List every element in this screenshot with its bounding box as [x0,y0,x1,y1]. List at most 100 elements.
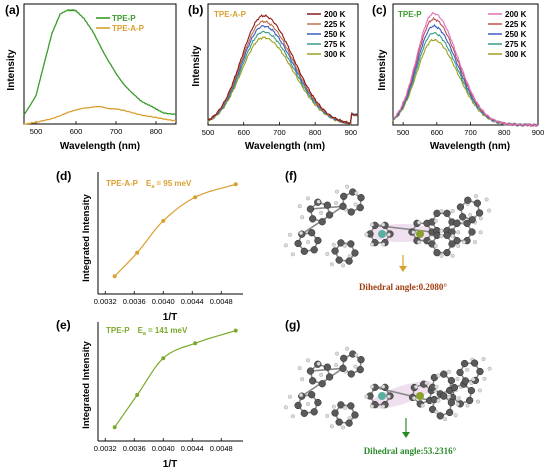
carbon-atom [346,420,353,427]
panel-b-xtick-label: 600 [237,128,250,137]
hydrogen-atom [417,221,421,225]
carbon-atom [457,204,464,211]
panel-d-plot [113,182,238,278]
hydrogen-atom [468,213,472,217]
hydrogen-atom [381,243,385,247]
dihedral-caption-f: Dihedral angle:0.2080° [359,282,447,292]
hydrogen-atom [354,203,358,207]
panel-a-legend: TPE-P TPE-A-P [96,14,145,33]
carbon-atom [434,210,441,217]
hydrogen-atom [298,204,302,208]
hydrogen-atom [381,223,385,227]
panel-c-xtick-label: 600 [431,128,444,137]
carbon-atom [347,240,354,247]
hydrogen-atom [381,385,385,389]
hydrogen-atom [348,416,352,420]
hydrogen-atom [330,425,334,429]
carbon-atom [340,193,347,200]
carbon-atom [434,249,441,256]
carbon-atom [309,377,316,384]
carbon-atom [457,369,464,376]
dihedral-caption-g: Dihedral angle:53.2316° [364,446,457,456]
carbon-atom [301,410,308,417]
legend-label: 300 K [505,50,527,59]
series-line-tpe-a-p [24,106,176,124]
hydrogen-atom [317,362,321,366]
panel-c-xtick-label: 500 [397,128,410,137]
hydrogen-atom [365,233,369,237]
panel-b-label: (b) [188,3,203,17]
panel-d-label: (d) [56,169,71,183]
panel-c-label: (c) [372,3,387,17]
carbon-atom [444,210,451,217]
carbon-atom [358,194,365,201]
hydrogen-atom [319,211,323,215]
arrow-head-f [399,266,407,272]
panel-e-xtick-label: 0.0036 [123,444,146,453]
carbon-atom [454,220,461,227]
panel-d-data-point [234,182,238,186]
carbon-atom [340,365,347,372]
carbon-atom [462,377,469,384]
hydrogen-atom [332,243,336,247]
panel-d-xlabel: 1/T [163,312,177,323]
panel-c-xtick-label: 800 [498,128,511,137]
carbon-atom [448,377,455,384]
hydrogen-atom [443,417,447,421]
hydrogen-atom [299,231,303,235]
hydrogen-atom [299,393,303,397]
hydrogen-atom [332,405,336,409]
legend-label: 300 K [324,50,346,59]
panel-e-fit-curve [115,331,236,428]
panel-e-ylabel: Integrated Intensity [81,340,92,428]
panel-a-xtick-label: 800 [150,127,163,136]
panel-f-label: (f) [285,169,297,183]
panel-b-xtick-label: 800 [309,128,322,137]
carbon-atom [348,371,355,378]
carbon-atom [357,204,364,211]
panel-d-data-point [161,219,165,223]
hydrogen-atom [354,365,358,369]
carbon-atom [444,232,451,239]
hydrogen-atom [370,405,374,409]
carbon-atom [332,248,339,255]
carbon-atom [440,371,447,378]
hydrogen-atom [447,395,451,399]
panel-d-xtick-label: 0.0036 [123,297,146,306]
carbon-atom [309,215,316,222]
carbon-atom [319,380,326,387]
panel-f: (f) Dihedral angle:0.2080° [284,169,491,292]
carbon-atom [314,399,321,406]
panel-b-ylabel: Intensity [191,45,202,87]
hydrogen-atom [417,240,421,244]
carbon-atom [352,250,359,257]
hydrogen-atom [370,243,374,247]
hydrogen-atom [317,200,321,204]
hydrogen-atom [487,209,491,213]
carbon-atom [440,393,447,400]
carbon-atom [340,355,347,362]
carbon-atom [474,200,481,207]
carbon-atom [319,218,326,225]
panel-c-xtick-label: 700 [464,128,477,137]
carbon-atom [357,366,364,373]
carbon-atom [301,248,308,255]
hydrogen-atom [345,347,349,351]
carbon-atom [469,229,476,236]
hydrogen-atom [473,240,477,244]
carbon-atom [448,399,455,406]
carbon-atom [434,232,441,239]
carbon-atom [295,402,302,409]
carbon-atom [471,360,478,367]
panel-d-data-point [193,195,197,199]
hydrogen-atom [335,190,339,194]
